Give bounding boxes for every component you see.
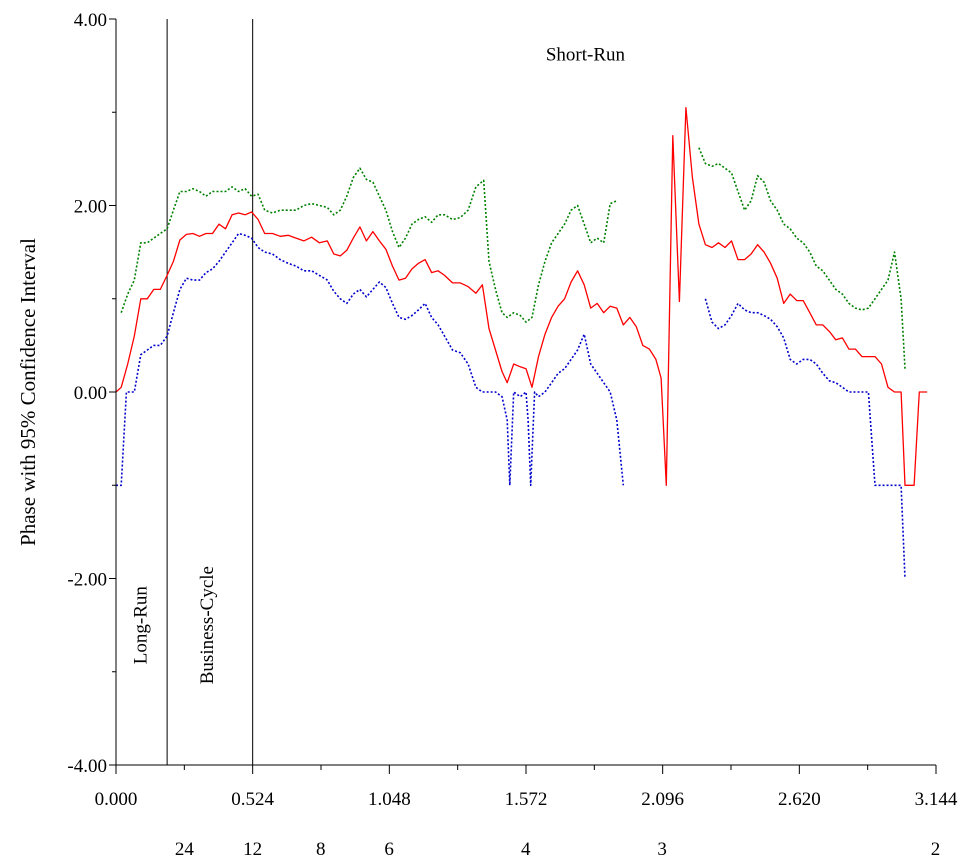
x-tick-label: 1.048	[368, 789, 411, 810]
series-line-phase	[115, 106, 928, 486]
period-label: 4	[521, 839, 531, 860]
x-tick-label: 0.524	[231, 789, 274, 810]
x-tick-label: 3.144	[915, 789, 958, 810]
series-line-lower-95	[116, 232, 625, 487]
x-tick-label: 0.000	[95, 789, 138, 810]
period-label: 8	[316, 839, 326, 860]
region-label: Short-Run	[546, 45, 626, 66]
period-label: 3	[657, 839, 667, 860]
region-boundaries	[166, 19, 254, 765]
series-line-upper-95	[120, 167, 618, 323]
series-layer	[115, 106, 928, 579]
x-tick-label: 2.620	[778, 789, 821, 810]
y-tick-label: -2.00	[67, 570, 107, 591]
y-tick-label: 0.00	[74, 383, 107, 404]
y-tick-label: 4.00	[74, 10, 107, 31]
period-label: 2	[931, 839, 941, 860]
series-line-upper-95	[698, 147, 906, 369]
period-label: 24	[175, 839, 195, 860]
period-label: 12	[243, 839, 262, 860]
region-label: Long-Run	[130, 586, 151, 665]
y-tick-label: -4.00	[67, 756, 107, 777]
axes-layer	[109, 18, 937, 774]
period-label: 6	[384, 839, 394, 860]
labels-layer: -4.00 -2.00 0.00 2.00 4.00 0.000 0.524 1.048 1.5…	[67, 10, 957, 860]
region-label: Business-Cycle	[197, 566, 218, 684]
y-axis-label: Phase with 95% Confidence Interval	[16, 238, 40, 546]
x-tick-label: 2.096	[641, 789, 684, 810]
x-tick-label: 1.572	[505, 789, 548, 810]
series-line-lower-95	[704, 298, 906, 579]
y-tick-label: 2.00	[74, 197, 107, 218]
